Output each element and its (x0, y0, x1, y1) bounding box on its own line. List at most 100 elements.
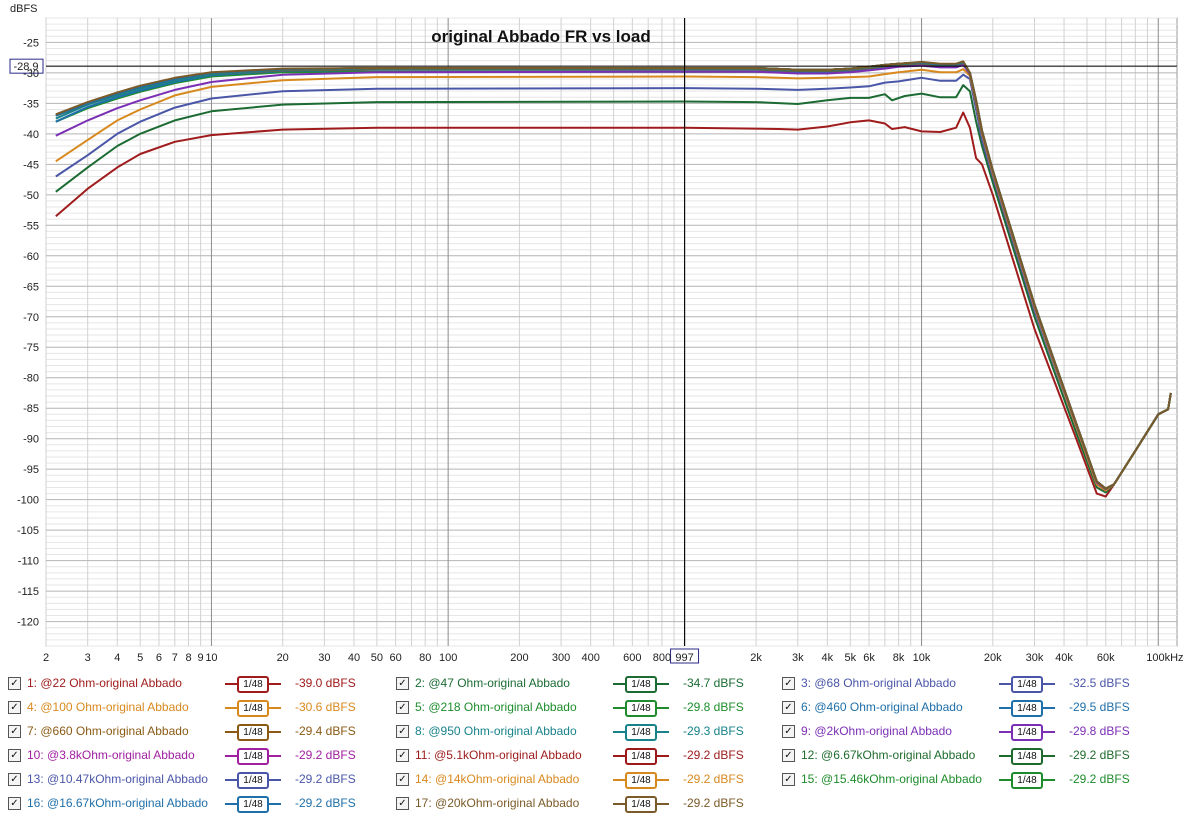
series-visibility-checkbox[interactable]: ✓ (782, 772, 795, 786)
series-visibility-checkbox[interactable]: ✓ (8, 772, 21, 786)
series-visibility-checkbox[interactable]: ✓ (396, 676, 409, 690)
x-tick-label: 30 (318, 652, 330, 664)
legend-entry-13[interactable]: ✓ 13: @10.47kOhm-original Abbado 1/48 -29.2… (8, 770, 356, 789)
legend-entry-17[interactable]: ✓ 17: @20kOhm-original Abbado 1/48 -29.2 dB… (396, 794, 744, 813)
smoothing-label: 1/48 (237, 748, 269, 765)
series-visibility-checkbox[interactable]: ✓ (396, 724, 409, 738)
y-tick-label: -95 (23, 464, 39, 476)
x-tick-label: 6 (156, 652, 162, 664)
legend-series-name: 1: @22 Ohm-original Abbado (27, 676, 182, 690)
cursor-y-readout: -28.9 (13, 61, 38, 73)
x-tick-label: 600 (623, 652, 641, 664)
smoothing-button[interactable]: 1/48 (999, 699, 1055, 717)
y-tick-label: -115 (18, 586, 39, 598)
legend-series-value: -29.2 dBFS (295, 772, 356, 786)
legend-entry-3[interactable]: ✓ 3: @68 Ohm-original Abbado 1/48 -32.5 dBF… (782, 674, 1130, 693)
legend-entry-6[interactable]: ✓ 6: @460 Ohm-original Abbado 1/48 -29.5 dB… (782, 698, 1130, 717)
series-visibility-checkbox[interactable]: ✓ (782, 700, 795, 714)
legend-entry-4[interactable]: ✓ 4: @100 Ohm-original Abbado 1/48 -30.6 dB… (8, 698, 356, 717)
series-visibility-checkbox[interactable]: ✓ (782, 724, 795, 738)
legend-series-name: 16: @16.67kOhm-original Abbado (27, 796, 208, 810)
legend-series-name: 6: @460 Ohm-original Abbado (801, 700, 963, 714)
smoothing-button[interactable]: 1/48 (999, 747, 1055, 765)
y-tick-label: -80 (23, 373, 39, 385)
smoothing-label: 1/48 (625, 772, 657, 789)
series-visibility-checkbox[interactable]: ✓ (8, 700, 21, 714)
legend-series-value: -29.2 dBFS (295, 748, 356, 762)
y-tick-label: -30 (23, 68, 39, 80)
smoothing-label: 1/48 (1011, 772, 1043, 789)
legend-entry-14[interactable]: ✓ 14: @14kOhm-original Abbado 1/48 -29.2 dB… (396, 770, 744, 789)
smoothing-button[interactable]: 1/48 (613, 675, 669, 693)
legend-series-name: 5: @218 Ohm-original Abbado (415, 700, 577, 714)
smoothing-button[interactable]: 1/48 (225, 723, 281, 741)
series-line-17 (55, 60, 1172, 490)
smoothing-label: 1/48 (1011, 748, 1043, 765)
smoothing-button[interactable]: 1/48 (999, 771, 1055, 789)
legend-entry-12[interactable]: ✓ 12: @6.67kOhm-original Abbado 1/48 -29.2 … (782, 746, 1130, 765)
smoothing-button[interactable]: 1/48 (225, 675, 281, 693)
x-tick-label: 3 (85, 652, 91, 664)
series-visibility-checkbox[interactable]: ✓ (8, 676, 21, 690)
legend-entry-5[interactable]: ✓ 5: @218 Ohm-original Abbado 1/48 -29.8 dB… (396, 698, 744, 717)
smoothing-button[interactable]: 1/48 (225, 771, 281, 789)
legend-entry-10[interactable]: ✓ 10: @3.8kOhm-original Abbado 1/48 -29.2 d… (8, 746, 356, 765)
x-tick-label: 400 (581, 652, 599, 664)
legend-series-value: -29.2 dBFS (1069, 772, 1130, 786)
series-visibility-checkbox[interactable]: ✓ (396, 748, 409, 762)
smoothing-label: 1/48 (625, 748, 657, 765)
cursor-y-readout-box (9, 58, 44, 74)
y-tick-label: -25 (23, 37, 39, 49)
legend-entry-2[interactable]: ✓ 2: @47 Ohm-original Abbado 1/48 -34.7 dBF… (396, 674, 744, 693)
x-tick-label: 2 (43, 652, 49, 664)
legend-series-name: 7: @660 Ohm-original Abbado (27, 724, 189, 738)
x-tick-label: 20 (277, 652, 289, 664)
legend-series-value: -29.2 dBFS (683, 748, 744, 762)
x-tick-label: 8k (893, 652, 905, 664)
legend-entry-11[interactable]: ✓ 11: @5.1kOhm-original Abbado 1/48 -29.2 d… (396, 746, 744, 765)
legend-entry-7[interactable]: ✓ 7: @660 Ohm-original Abbado 1/48 -29.4 dB… (8, 722, 356, 741)
y-tick-label: -100 (17, 495, 39, 507)
smoothing-label: 1/48 (1011, 676, 1043, 693)
legend-series-value: -34.7 dBFS (683, 676, 744, 690)
series-visibility-checkbox[interactable]: ✓ (396, 700, 409, 714)
smoothing-button[interactable]: 1/48 (999, 675, 1055, 693)
legend-series-value: -30.6 dBFS (295, 700, 356, 714)
series-visibility-checkbox[interactable]: ✓ (8, 724, 21, 738)
smoothing-button[interactable]: 1/48 (613, 771, 669, 789)
legend-series-value: -29.2 dBFS (683, 796, 744, 810)
series-visibility-checkbox[interactable]: ✓ (396, 796, 409, 810)
smoothing-button[interactable]: 1/48 (613, 795, 669, 813)
series-visibility-checkbox[interactable]: ✓ (8, 748, 21, 762)
series-visibility-checkbox[interactable]: ✓ (396, 772, 409, 786)
smoothing-button[interactable]: 1/48 (613, 723, 669, 741)
legend-series-value: -32.5 dBFS (1069, 676, 1130, 690)
legend-series-name: 10: @3.8kOhm-original Abbado (27, 748, 195, 762)
legend-entry-15[interactable]: ✓ 15: @15.46kOhm-original Abbado 1/48 -29.2… (782, 770, 1130, 789)
legend-entry-9[interactable]: ✓ 9: @2kOhm-original Abbado 1/48 -29.8 dBFS (782, 722, 1130, 741)
smoothing-button[interactable]: 1/48 (999, 723, 1055, 741)
series-visibility-checkbox[interactable]: ✓ (782, 676, 795, 690)
y-tick-label: -110 (18, 556, 39, 568)
series-line-2 (55, 84, 1172, 494)
legend-series-value: -29.4 dBFS (295, 724, 356, 738)
series-visibility-checkbox[interactable]: ✓ (782, 748, 795, 762)
y-tick-label: -85 (23, 403, 39, 415)
smoothing-button[interactable]: 1/48 (613, 747, 669, 765)
smoothing-button[interactable]: 1/48 (613, 699, 669, 717)
legend-series-value: -29.3 dBFS (683, 724, 744, 738)
plot-area[interactable] (45, 17, 1178, 647)
x-tick-label: 4k (822, 652, 834, 664)
x-tick-label: 2k (750, 652, 762, 664)
smoothing-button[interactable]: 1/48 (225, 699, 281, 717)
legend-series-name: 17: @20kOhm-original Abbado (415, 796, 580, 810)
smoothing-button[interactable]: 1/48 (225, 747, 281, 765)
legend-entry-1[interactable]: ✓ 1: @22 Ohm-original Abbado 1/48 -39.0 dBF… (8, 674, 356, 693)
series-visibility-checkbox[interactable]: ✓ (8, 796, 21, 810)
legend-entry-8[interactable]: ✓ 8: @950 Ohm-original Abbado 1/48 -29.3 dB… (396, 722, 744, 741)
cursor-x-readout-box (670, 648, 700, 664)
legend-entry-16[interactable]: ✓ 16: @16.67kOhm-original Abbado 1/48 -29.2… (8, 794, 356, 813)
smoothing-label: 1/48 (625, 724, 657, 741)
x-tick-label: 5 (137, 652, 143, 664)
smoothing-button[interactable]: 1/48 (225, 795, 281, 813)
